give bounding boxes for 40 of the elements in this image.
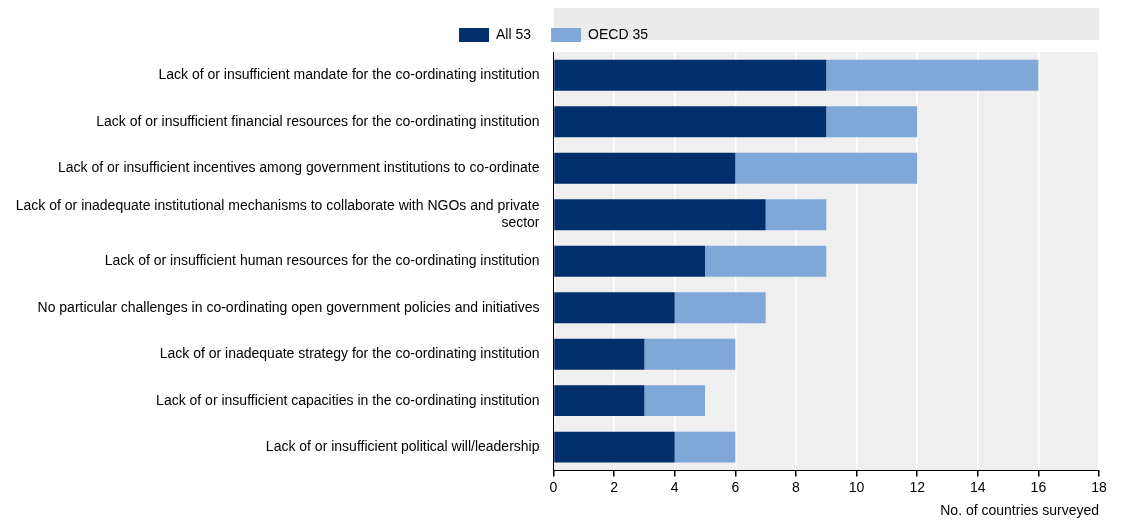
- bar: [765, 199, 827, 231]
- bar: [674, 292, 766, 324]
- bar: [554, 59, 827, 91]
- bar: [644, 338, 736, 370]
- legend-label: All 53: [496, 25, 532, 42]
- x-tick-label: 0: [549, 478, 558, 495]
- x-tick-label: 6: [731, 478, 740, 495]
- legend-label: OECD 35: [588, 25, 649, 42]
- x-tick-label: 2: [610, 478, 619, 495]
- x-axis-title: No. of countries surveyed: [940, 502, 1099, 519]
- bar: [554, 338, 645, 370]
- y-tick-label: Lack of or insufficient political will/leadership: [265, 438, 540, 455]
- bar: [554, 106, 827, 138]
- bar: [705, 245, 827, 277]
- x-tick-label: 4: [670, 478, 679, 495]
- bar: [554, 199, 766, 231]
- bar: [554, 152, 736, 184]
- y-tick-label: Lack of or insufficient incentives among government institutions to co-ordinate: [58, 159, 540, 176]
- y-tick-label: Lack of or inadequate strategy for the co-ordinating institution: [159, 345, 540, 362]
- x-tick-label: 12: [909, 478, 926, 495]
- bar: [554, 292, 675, 324]
- y-tick-label: No particular challenges in co-ordinating open government policies and initiatives: [37, 298, 540, 315]
- y-tick-label: Lack of or insufficient financial resources for the co-ordinating institution: [96, 112, 540, 129]
- bar: [826, 106, 918, 138]
- y-tick-label: Lack of or inadequate institutional mechanisms to collaborate with NGOs and private sector: [15, 197, 540, 230]
- bar: [554, 431, 675, 463]
- bar: [735, 152, 918, 184]
- x-tick-label: 8: [792, 478, 801, 495]
- y-tick-label: Lack of or insufficient human resources for the co-ordinating institution: [104, 252, 540, 269]
- x-tick-label: 16: [1030, 478, 1047, 495]
- y-tick-label: Lack of or insufficient mandate for the co-ordinating institution: [158, 66, 540, 83]
- bar: [644, 385, 706, 417]
- x-tick-label: 10: [848, 478, 865, 495]
- bar: [826, 59, 1039, 91]
- y-tick-label: Lack of or insufficient capacities in the co-ordinating institution: [156, 391, 540, 408]
- bar: [674, 431, 736, 463]
- bar: [554, 385, 645, 417]
- bar: [554, 245, 706, 277]
- x-tick-label: 18: [1091, 478, 1107, 495]
- x-tick-label: 14: [969, 478, 986, 495]
